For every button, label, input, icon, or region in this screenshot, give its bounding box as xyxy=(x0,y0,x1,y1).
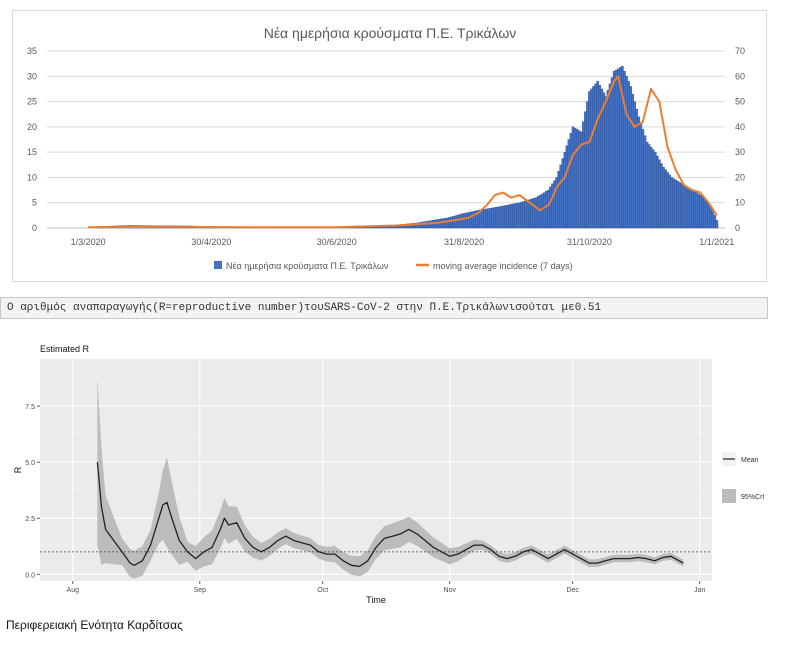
legend-label-mean: Mean xyxy=(741,457,759,464)
x-tick-label: Jan xyxy=(694,587,705,594)
x-tick-label: Sep xyxy=(194,587,207,594)
moving-average-line xyxy=(88,75,718,229)
y-right-tick-label: 30 xyxy=(735,147,745,157)
estimated-r-chart: Estimated R 0.0 2.5 5.0 7.5 Aug Sep Oct Nov Dec… xyxy=(13,344,764,605)
x-tick-label: Dec xyxy=(566,587,579,594)
legend-label-ci: 95%CrI xyxy=(741,494,764,501)
y-tick-label: 7.5 xyxy=(25,404,35,411)
y-tick-label: 2.5 xyxy=(25,516,35,523)
chart-legend: Mean 95%CrI xyxy=(722,452,764,503)
y-left-tick-label: 10 xyxy=(27,172,37,182)
estimated-r-chart-panel: Estimated R 0.0 2.5 5.0 7.5 Aug Sep Oct Nov Dec… xyxy=(0,335,800,607)
x-tick-label: Aug xyxy=(67,587,80,594)
y-left-tick-label: 30 xyxy=(27,71,37,81)
y-axis-label: R xyxy=(13,466,23,473)
y-left-tick-label: 20 xyxy=(27,122,37,132)
y-right-tick-label: 40 xyxy=(735,122,745,132)
x-tick-label: 30/4/2020 xyxy=(191,237,231,247)
bar xyxy=(715,220,719,229)
y-right-tick-label: 60 xyxy=(735,71,745,81)
y-right-tick-label: 20 xyxy=(735,172,745,182)
legend-label-moving-average: moving average incidence (7 days) xyxy=(433,261,573,271)
y-left-tick-label: 15 xyxy=(27,147,37,157)
x-tick-label: Nov xyxy=(444,587,457,594)
x-axis-label: Time xyxy=(366,595,386,605)
chart-title: Estimated R xyxy=(40,344,90,354)
y-right-tick-label: 70 xyxy=(735,46,745,56)
legend-swatch-daily-cases xyxy=(214,261,222,269)
y-left-tick-label: 35 xyxy=(27,46,37,56)
y-tick-label: 0.0 xyxy=(25,572,35,579)
legend-label-daily-cases: Νέα ημερήσια κρούσματα Π.Ε. Τρικάλων xyxy=(226,261,389,271)
legend-swatch-ci xyxy=(722,489,736,503)
daily-cases-chart: Νέα ημερήσια κρούσματα Π.Ε. Τρικάλων 0 5 1… xyxy=(27,25,745,271)
y-left-tick-label: 25 xyxy=(27,97,37,107)
y-left-tick-label: 5 xyxy=(32,198,37,208)
y-left-tick-label: 0 xyxy=(32,223,37,233)
y-right-tick-label: 50 xyxy=(735,97,745,107)
y-right-tick-label: 0 xyxy=(735,223,740,233)
x-tick-label: 1/1/2021 xyxy=(699,237,734,247)
daily-cases-chart-panel: Νέα ημερήσια κρούσματα Π.Ε. Τρικάλων 0 5 1… xyxy=(12,10,767,282)
mean-line xyxy=(96,462,684,568)
x-tick-label: Oct xyxy=(317,587,328,594)
y-right-tick-label: 10 xyxy=(735,198,745,208)
x-tick-label: 1/3/2020 xyxy=(71,237,106,247)
x-tick-label: 30/6/2020 xyxy=(317,237,357,247)
x-tick-label: 31/8/2020 xyxy=(444,237,484,247)
y-tick-label: 5.0 xyxy=(25,460,35,467)
section-heading: Περιφερειακή Ενότητα Καρδίτσας xyxy=(6,618,183,632)
chart-legend: Νέα ημερήσια κρούσματα Π.Ε. Τρικάλων mov… xyxy=(214,261,573,271)
ci-band xyxy=(97,379,684,579)
x-tick-label: 31/10/2020 xyxy=(567,237,612,247)
r-statement: Ο αριθμός αναπαραγωγής(R=reproductive nu… xyxy=(0,297,768,319)
chart-title: Νέα ημερήσια κρούσματα Π.Ε. Τρικάλων xyxy=(264,25,517,41)
